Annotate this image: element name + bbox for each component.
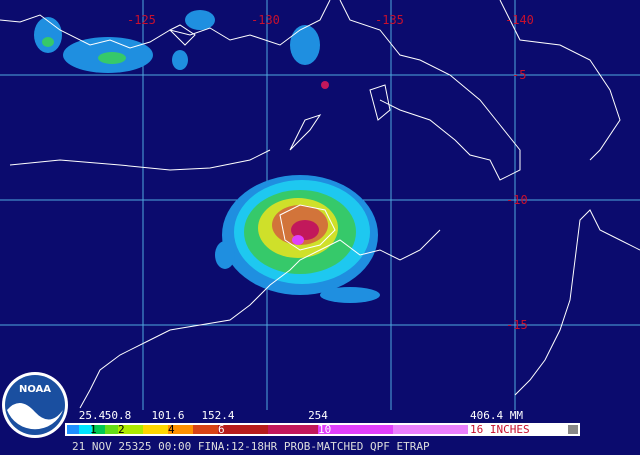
color-bar [65, 423, 580, 436]
inch-label: 1 [90, 423, 97, 436]
mm-label: 152.4 [201, 409, 234, 422]
inch-label: 2 [118, 423, 125, 436]
longitude-label: -140 [505, 13, 534, 27]
inch-label: 6 [218, 423, 225, 436]
mm-label: 406.4 MM [470, 409, 523, 422]
precipitation [34, 10, 380, 303]
inch-label: 4 [168, 423, 175, 436]
latitude-label: -5 [512, 68, 526, 82]
latitude-label: -10 [506, 193, 528, 207]
latitude-label: -15 [506, 318, 528, 332]
mm-label: 254 [308, 409, 328, 422]
mm-label: 50.8 [105, 409, 132, 422]
inch-label: 16 INCHES [470, 423, 530, 436]
footer: 21 NOV 25325 00:00 FINA:12-18HR PROB-MAT… [72, 440, 430, 453]
logo-text: NOAA [19, 384, 51, 395]
longitude-label: -125 [127, 13, 156, 27]
noaa-logo: NOAA [2, 372, 68, 438]
mm-label: 25.4 [79, 409, 106, 422]
longitude-label: -130 [251, 13, 280, 27]
mm-label: 101.6 [151, 409, 184, 422]
inch-label: 10 [318, 423, 331, 436]
coastline [0, 0, 640, 409]
longitude-label: -135 [375, 13, 404, 27]
